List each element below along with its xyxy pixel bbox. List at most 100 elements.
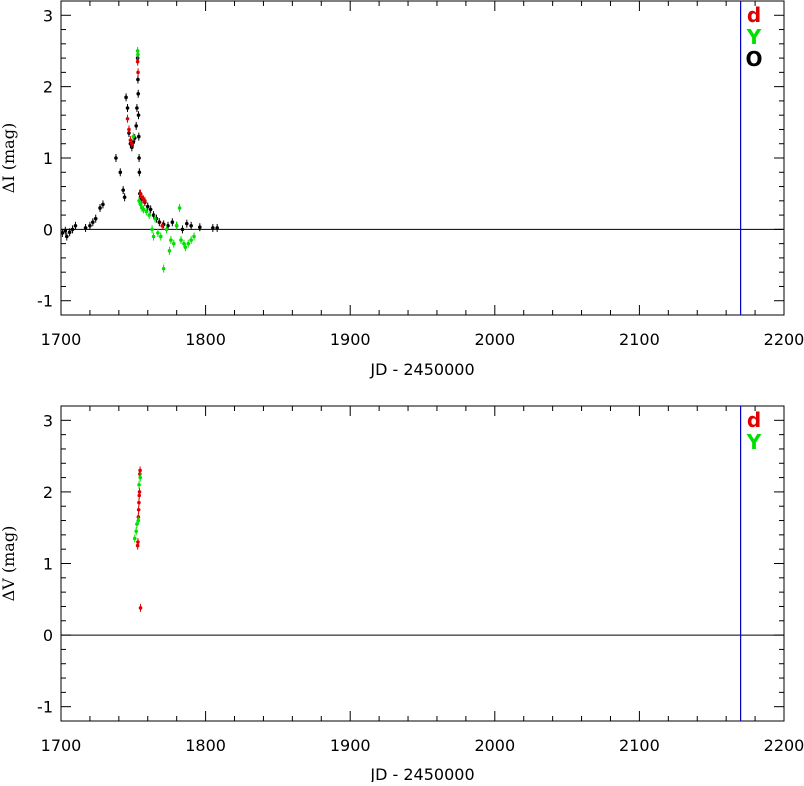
data-point [215, 226, 219, 230]
data-point [63, 228, 68, 233]
legend-label: Y [746, 430, 762, 454]
data-point [137, 500, 141, 505]
data-point [93, 216, 98, 221]
x-tick-label: 1700 [41, 736, 82, 755]
data-point [135, 522, 139, 526]
data-point [136, 77, 140, 82]
data-point [134, 529, 138, 534]
chart-panel-1: 1700 1800 1900 2000 2100 2200 -1 0 1 2 3 JD - 24500… [0, 0, 804, 379]
data-point [138, 191, 143, 196]
y-axis-label: ΔI (mag) [0, 123, 18, 193]
data-point [169, 238, 173, 242]
data-point [136, 134, 141, 139]
chart-panel-2: 1700 1800 1900 2000 2100 2200 -1 0 1 2 3 JD - 24500… [0, 405, 804, 784]
data-point [143, 199, 147, 203]
data-point [151, 213, 156, 217]
series-O [60, 54, 219, 241]
y-tick-label: 0 [43, 220, 53, 239]
data-point [101, 202, 105, 207]
data-point [136, 91, 141, 96]
data-point [130, 141, 134, 146]
data-point [67, 230, 72, 235]
data-point [164, 227, 169, 232]
data-point [186, 241, 191, 246]
data-point [137, 170, 142, 175]
data-point [150, 227, 154, 232]
data-point [185, 221, 189, 226]
data-point [174, 223, 179, 228]
y-tick-label: 2 [43, 78, 53, 97]
plot-frame [60, 0, 785, 316]
data-point [167, 248, 172, 253]
data-point [122, 195, 127, 200]
data-point [125, 106, 130, 110]
data-point [137, 482, 141, 487]
data-point [183, 245, 188, 250]
data-point [137, 156, 141, 160]
data-point [136, 52, 140, 57]
data-point [151, 234, 156, 239]
data-point [121, 188, 125, 192]
data-point [170, 220, 175, 225]
x-tick-label: 2000 [474, 736, 515, 755]
data-point [138, 475, 143, 480]
data-point [137, 490, 142, 494]
x-axis-label: JD - 2450000 [369, 765, 474, 782]
data-point [153, 216, 157, 221]
data-point [70, 227, 75, 232]
y-tick-label: 1 [43, 149, 53, 168]
data-point [189, 223, 193, 228]
data-point [148, 207, 153, 212]
data-point [198, 225, 202, 230]
data-point [136, 540, 140, 544]
data-point [161, 266, 166, 271]
data-point [60, 231, 65, 235]
data-point [88, 223, 92, 228]
legend-label: Y [746, 25, 762, 49]
data-point [124, 95, 128, 100]
data-point [157, 220, 162, 225]
series-d [125, 57, 165, 230]
data-point [118, 170, 123, 175]
series-Y [131, 46, 196, 273]
data-point [158, 234, 163, 239]
data-point [135, 106, 139, 110]
legend-label: d [747, 3, 761, 27]
x-tick-label: 2200 [764, 330, 804, 349]
data-point [73, 223, 78, 228]
x-tick-label: 1800 [185, 330, 226, 349]
data-point [180, 227, 185, 232]
x-tick-label: 1700 [41, 330, 82, 349]
data-point [91, 220, 95, 225]
data-point [166, 223, 170, 228]
data-point [211, 226, 215, 230]
data-point [131, 134, 136, 139]
data-point [141, 207, 146, 212]
legend-label: d [747, 408, 761, 432]
x-tick-label: 1900 [330, 330, 371, 349]
data-point [83, 226, 88, 230]
data-point [137, 199, 141, 203]
data-point [136, 70, 140, 75]
x-tick-label: 1900 [330, 736, 371, 755]
data-point [134, 124, 138, 128]
data-point [171, 241, 176, 246]
y-tick-label: 2 [43, 483, 53, 502]
data-point [177, 206, 182, 210]
data-point [98, 206, 102, 210]
data-point [114, 156, 118, 160]
data-point [132, 536, 137, 541]
data-point [179, 238, 183, 242]
y-tick-label: -1 [37, 698, 53, 717]
x-tick-label: 2100 [619, 330, 660, 349]
data-point [144, 209, 149, 214]
data-point [189, 238, 193, 242]
y-tick-label: 1 [43, 555, 53, 574]
data-point [138, 202, 143, 207]
data-point [156, 231, 160, 235]
plot-frame [60, 405, 785, 722]
x-tick-label: 1800 [185, 736, 226, 755]
y-tick-label: -1 [37, 292, 53, 311]
